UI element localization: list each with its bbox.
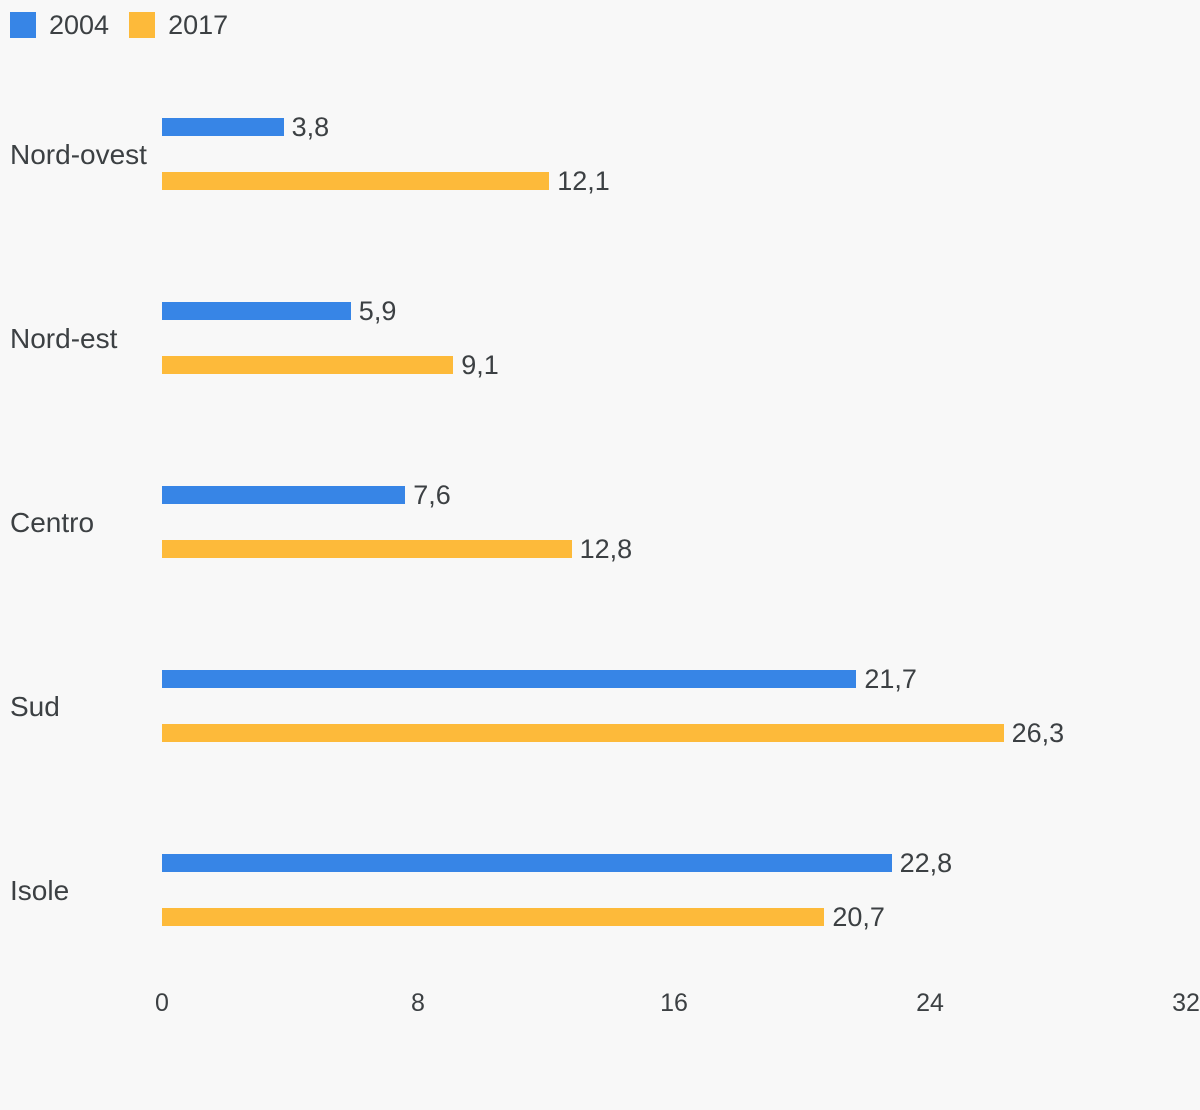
- chart-legend: 2004 2017: [10, 10, 228, 40]
- x-axis: 0 8 16 24 32: [0, 988, 1200, 1020]
- x-tick-32: 32: [1172, 989, 1200, 1017]
- bar-2004-nord-ovest[interactable]: [162, 118, 284, 136]
- bar-2017-nord-est[interactable]: [162, 356, 454, 374]
- x-tick-24: 24: [916, 989, 944, 1017]
- legend-item-2004[interactable]: 2004: [10, 10, 109, 40]
- bar-2004-isole[interactable]: [162, 854, 892, 872]
- bar-2004-centro[interactable]: [162, 486, 406, 504]
- value-label-2004-centro: 7,6: [413, 479, 451, 510]
- x-tick-0: 0: [155, 989, 169, 1017]
- legend-label-2017: 2017: [168, 10, 229, 40]
- bar-line-2017-isole: 20,7: [162, 902, 885, 932]
- category-row-nord-ovest: Nord-ovest 3,8 12,1: [0, 100, 1200, 284]
- bar-line-2004-isole: 22,8: [162, 848, 952, 878]
- category-row-sud: Sud 21,7 26,3: [0, 652, 1200, 836]
- bar-line-2017-nord-est: 9,1: [162, 350, 499, 380]
- bar-line-2004-centro: 7,6: [162, 480, 451, 510]
- category-label-nord-ovest: Nord-ovest: [10, 139, 147, 170]
- bar-2017-sud[interactable]: [162, 724, 1004, 742]
- category-label-nord-est: Nord-est: [10, 323, 118, 354]
- bar-line-2004-nord-ovest: 3,8: [162, 112, 329, 142]
- value-label-2017-nord-est: 9,1: [461, 349, 499, 380]
- legend-item-2017[interactable]: 2017: [129, 10, 228, 40]
- x-tick-8: 8: [411, 989, 425, 1017]
- bar-line-2017-nord-ovest: 12,1: [162, 166, 610, 196]
- legend-label-2004: 2004: [49, 10, 110, 40]
- x-tick-16: 16: [660, 989, 688, 1017]
- value-label-2004-sud: 21,7: [864, 663, 917, 694]
- value-label-2004-isole: 22,8: [899, 847, 953, 878]
- bar-2004-nord-est[interactable]: [162, 302, 351, 320]
- bar-2004-sud[interactable]: [162, 670, 857, 688]
- value-label-2017-isole: 20,7: [832, 901, 885, 932]
- legend-swatch-2004-icon: [10, 12, 36, 38]
- bar-line-2004-sud: 21,7: [162, 664, 917, 694]
- category-label-centro: Centro: [10, 507, 95, 538]
- category-label-sud: Sud: [10, 691, 60, 722]
- bar-line-2004-nord-est: 5,9: [162, 296, 396, 326]
- bar-2017-isole[interactable]: [162, 908, 825, 926]
- category-row-centro: Centro 7,6 12,8: [0, 468, 1200, 652]
- legend-swatch-2017-icon: [129, 12, 156, 38]
- category-label-isole: Isole: [10, 875, 70, 906]
- value-label-2004-nord-est: 5,9: [358, 295, 397, 326]
- bar-line-2017-centro: 12,8: [162, 534, 632, 564]
- value-label-2004-nord-ovest: 3,8: [291, 111, 330, 142]
- value-label-2017-sud: 26,3: [1011, 717, 1065, 748]
- bar-2017-centro[interactable]: [162, 540, 572, 558]
- value-label-2017-centro: 12,8: [579, 533, 633, 564]
- plot-area: Nord-ovest 3,8 12,1 Nord-est 5,9 9,1 Centro 7,6…: [0, 100, 1200, 1020]
- bar-line-2017-sud: 26,3: [162, 718, 1064, 748]
- value-label-2017-nord-ovest: 12,1: [557, 165, 610, 196]
- bar-2017-nord-ovest[interactable]: [162, 172, 550, 190]
- category-row-isole: Isole 22,8 20,7: [0, 836, 1200, 1020]
- category-row-nord-est: Nord-est 5,9 9,1: [0, 284, 1200, 468]
